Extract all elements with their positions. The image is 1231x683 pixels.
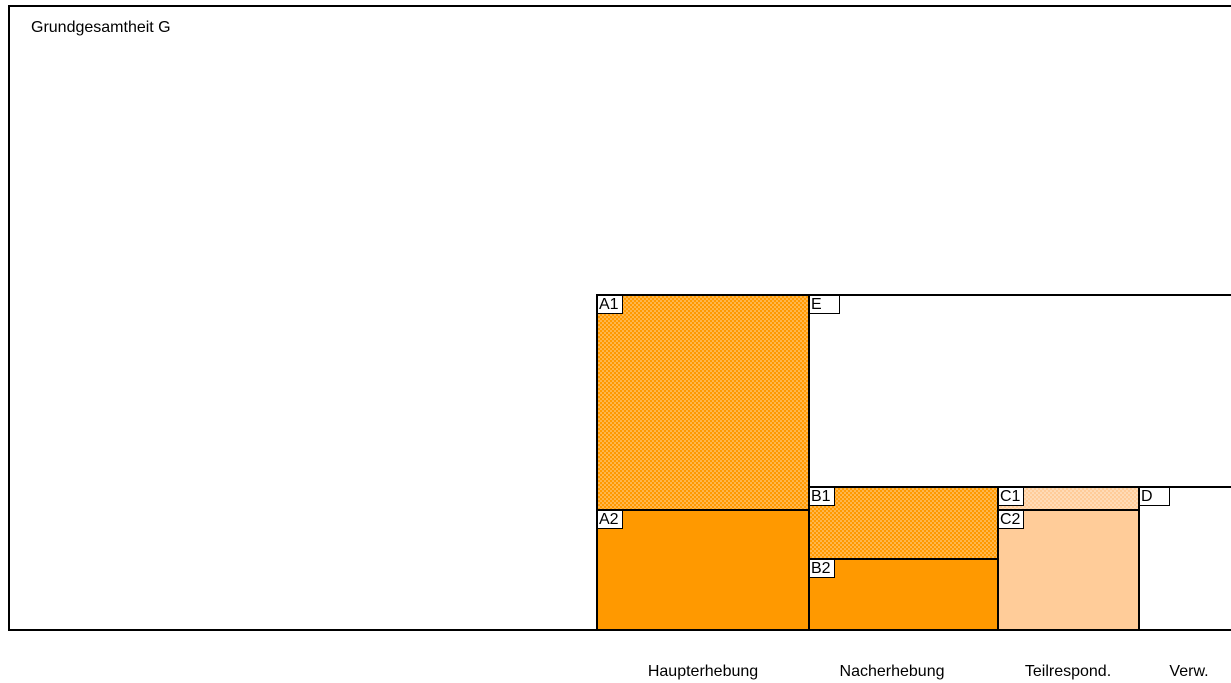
axis-label-teilrespond: Teilrespond.	[1024, 663, 1112, 680]
population-label: Grundgesamtheit G	[31, 19, 171, 36]
label-e: E	[810, 296, 840, 314]
label-d: D	[1140, 488, 1170, 506]
box-b2	[808, 558, 999, 631]
label-a2: A2	[598, 511, 623, 529]
box-a1	[596, 294, 810, 511]
box-d	[1138, 486, 1231, 631]
label-a1: A1	[598, 296, 623, 314]
axis-label-nacherhebung: Nacherhebung	[839, 663, 945, 680]
axis-label-haupterhebung: Haupterhebung	[647, 663, 759, 680]
box-c2	[997, 509, 1140, 631]
label-b1: B1	[810, 488, 835, 506]
box-b1	[808, 486, 999, 560]
box-a2	[596, 509, 810, 631]
label-b2: B2	[810, 560, 835, 578]
box-e	[808, 294, 1231, 488]
label-c1: C1	[999, 488, 1025, 506]
axis-label-verw: Verw.	[1169, 663, 1209, 680]
label-c2: C2	[999, 511, 1025, 529]
